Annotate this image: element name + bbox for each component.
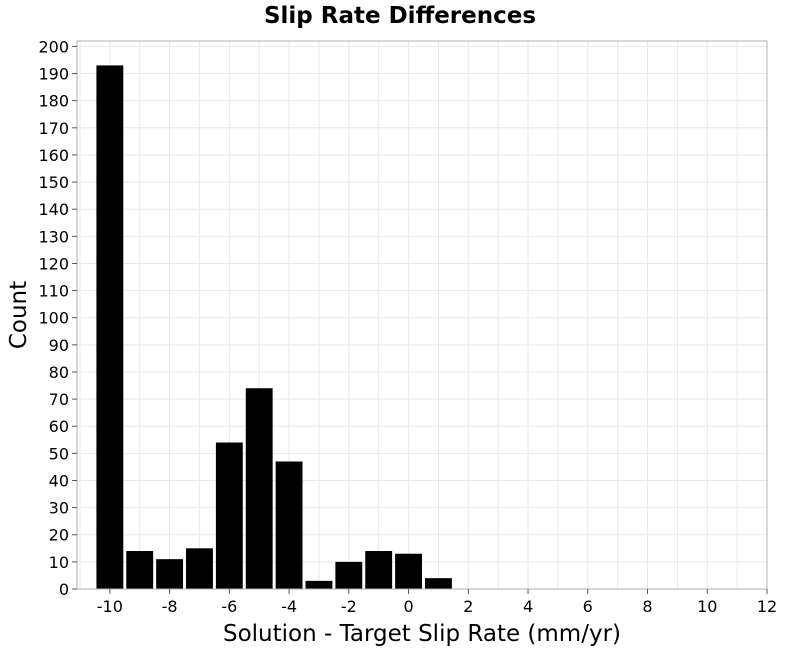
histogram-bar xyxy=(275,461,303,589)
x-axis-label: Solution - Target Slip Rate (mm/yr) xyxy=(223,621,621,647)
x-tick-label: 0 xyxy=(403,597,413,616)
x-tick-label: -6 xyxy=(221,597,237,616)
y-tick-label: 30 xyxy=(49,499,69,518)
chart-title: Slip Rate Differences xyxy=(264,3,536,29)
y-tick-label: 0 xyxy=(59,580,69,599)
histogram-bar xyxy=(395,553,422,589)
histogram-bar xyxy=(305,580,333,589)
histogram-bar xyxy=(424,578,452,589)
y-tick-label: 140 xyxy=(38,200,69,219)
y-tick-label: 100 xyxy=(38,309,69,328)
x-tick-label: 8 xyxy=(642,597,652,616)
y-tick-label: 150 xyxy=(38,173,69,192)
histogram-bar xyxy=(156,559,184,589)
grid-lines xyxy=(77,41,768,590)
x-tick-label: -4 xyxy=(281,597,297,616)
y-tick-label: 200 xyxy=(38,37,69,56)
x-tick-label: 2 xyxy=(463,597,473,616)
histogram-bar xyxy=(126,551,154,589)
y-tick-label: 80 xyxy=(49,363,69,382)
x-tick-label: -8 xyxy=(162,597,178,616)
y-tick-label: 90 xyxy=(49,336,69,355)
y-tick-label: 160 xyxy=(38,146,69,165)
x-tick-label: 10 xyxy=(697,597,717,616)
histogram-bar xyxy=(365,551,393,589)
x-tick-label: -2 xyxy=(341,597,357,616)
y-tick-label: 170 xyxy=(38,119,69,138)
y-tick-label: 130 xyxy=(38,227,69,246)
histogram-bar xyxy=(215,442,243,589)
histogram-bar xyxy=(96,65,124,590)
y-tick-label: 10 xyxy=(49,553,69,572)
histogram-bar xyxy=(245,388,273,589)
y-tick-label: 70 xyxy=(49,390,69,409)
y-tick-label: 60 xyxy=(49,417,69,436)
y-tick-label: 110 xyxy=(38,282,69,301)
y-tick-label: 190 xyxy=(38,65,69,84)
y-axis-ticks: 0 10 20 30 40 50 60 70 80 90 100 110 120 130 140 150 160… xyxy=(38,37,77,599)
histogram-bar xyxy=(186,548,213,589)
y-tick-label: 120 xyxy=(38,254,69,273)
x-tick-label: 12 xyxy=(757,597,777,616)
plot-frame xyxy=(76,40,768,590)
y-tick-label: 180 xyxy=(38,92,69,111)
y-tick-label: 50 xyxy=(49,444,69,463)
y-axis-label: Count xyxy=(6,281,32,349)
histogram-bar xyxy=(335,561,363,589)
y-tick-label: 40 xyxy=(49,471,69,490)
x-tick-label: 6 xyxy=(583,597,593,616)
y-tick-label: 20 xyxy=(49,526,69,545)
x-tick-label: 4 xyxy=(523,597,533,616)
histogram-bars xyxy=(96,65,452,590)
x-axis-ticks: -10 -8 -6 -4 -2 0 2 4 6 8 10 12 xyxy=(97,589,777,616)
x-tick-label: -10 xyxy=(97,597,123,616)
